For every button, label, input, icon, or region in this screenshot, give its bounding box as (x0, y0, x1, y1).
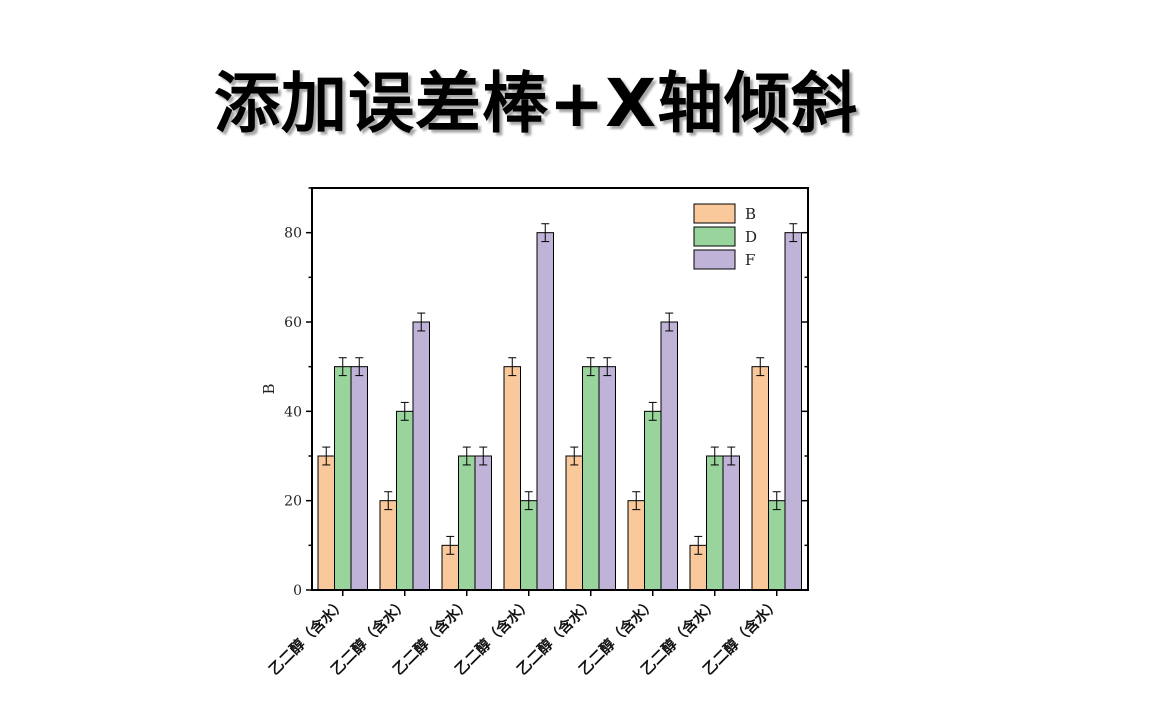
error-bar-b-8 (756, 357, 765, 377)
legend-label-b: B (745, 205, 756, 223)
error-bar-b-3 (446, 535, 455, 555)
bar-d-8 (768, 500, 786, 591)
error-bar-d-3 (462, 446, 471, 466)
error-bar-d-4 (524, 491, 533, 511)
bar-f-1 (350, 366, 368, 591)
error-bar-d-1 (338, 357, 347, 377)
y-tick-label: 60 (284, 315, 302, 331)
page-title: 添加误差棒+X轴倾斜 (214, 65, 859, 142)
error-bar-d-8 (772, 491, 781, 511)
y-tick-label: 40 (284, 404, 302, 420)
legend-label-d: D (745, 228, 757, 246)
bar-b-6 (627, 500, 645, 591)
error-bar-f-7 (727, 446, 736, 466)
bar-f-8 (784, 232, 802, 591)
error-bar-b-1 (322, 446, 331, 466)
bar-d-4 (520, 500, 538, 591)
bars-layer (317, 223, 802, 591)
bar-b-1 (317, 455, 335, 591)
error-bar-f-4 (541, 223, 550, 243)
y-tick-label: 20 (284, 494, 302, 510)
error-bar-f-8 (789, 223, 798, 243)
error-bar-f-5 (603, 357, 612, 377)
bar-d-1 (334, 366, 352, 591)
bar-d-3 (458, 455, 476, 591)
plot-frame (311, 187, 809, 591)
error-bar-b-6 (632, 491, 641, 511)
error-bar-b-7 (694, 535, 703, 555)
error-bar-d-2 (400, 401, 409, 421)
error-bar-d-6 (648, 401, 657, 421)
y-tick-label: 0 (293, 583, 302, 599)
bar-b-2 (379, 500, 397, 591)
bar-d-5 (582, 366, 600, 591)
bar-f-3 (474, 455, 492, 591)
bar-f-7 (722, 455, 740, 591)
error-bar-f-3 (479, 446, 488, 466)
bar-b-8 (751, 366, 769, 591)
y-tick-label: 80 (284, 226, 302, 242)
error-bar-b-2 (384, 491, 393, 511)
error-bar-b-4 (508, 357, 517, 377)
error-bar-f-6 (665, 312, 674, 332)
bar-f-2 (412, 321, 430, 591)
bar-d-2 (396, 410, 414, 591)
bar-d-7 (706, 455, 724, 591)
legend-swatch-f (693, 249, 736, 270)
legend-swatch-d (693, 226, 736, 247)
bar-f-5 (598, 366, 616, 591)
y-axis-title: B (260, 383, 278, 394)
legend: BDF (693, 203, 757, 270)
error-bar-b-5 (570, 446, 579, 466)
error-bar-d-5 (586, 357, 595, 377)
bar-b-5 (565, 455, 583, 591)
bar-b-4 (503, 366, 521, 591)
bar-f-6 (660, 321, 678, 591)
legend-label-f: F (745, 251, 755, 269)
error-bar-d-7 (710, 446, 719, 466)
error-bar-f-1 (355, 357, 364, 377)
bar-d-6 (644, 410, 662, 591)
error-bar-f-2 (417, 312, 426, 332)
legend-swatch-b (693, 203, 736, 224)
bar-f-4 (536, 232, 554, 591)
